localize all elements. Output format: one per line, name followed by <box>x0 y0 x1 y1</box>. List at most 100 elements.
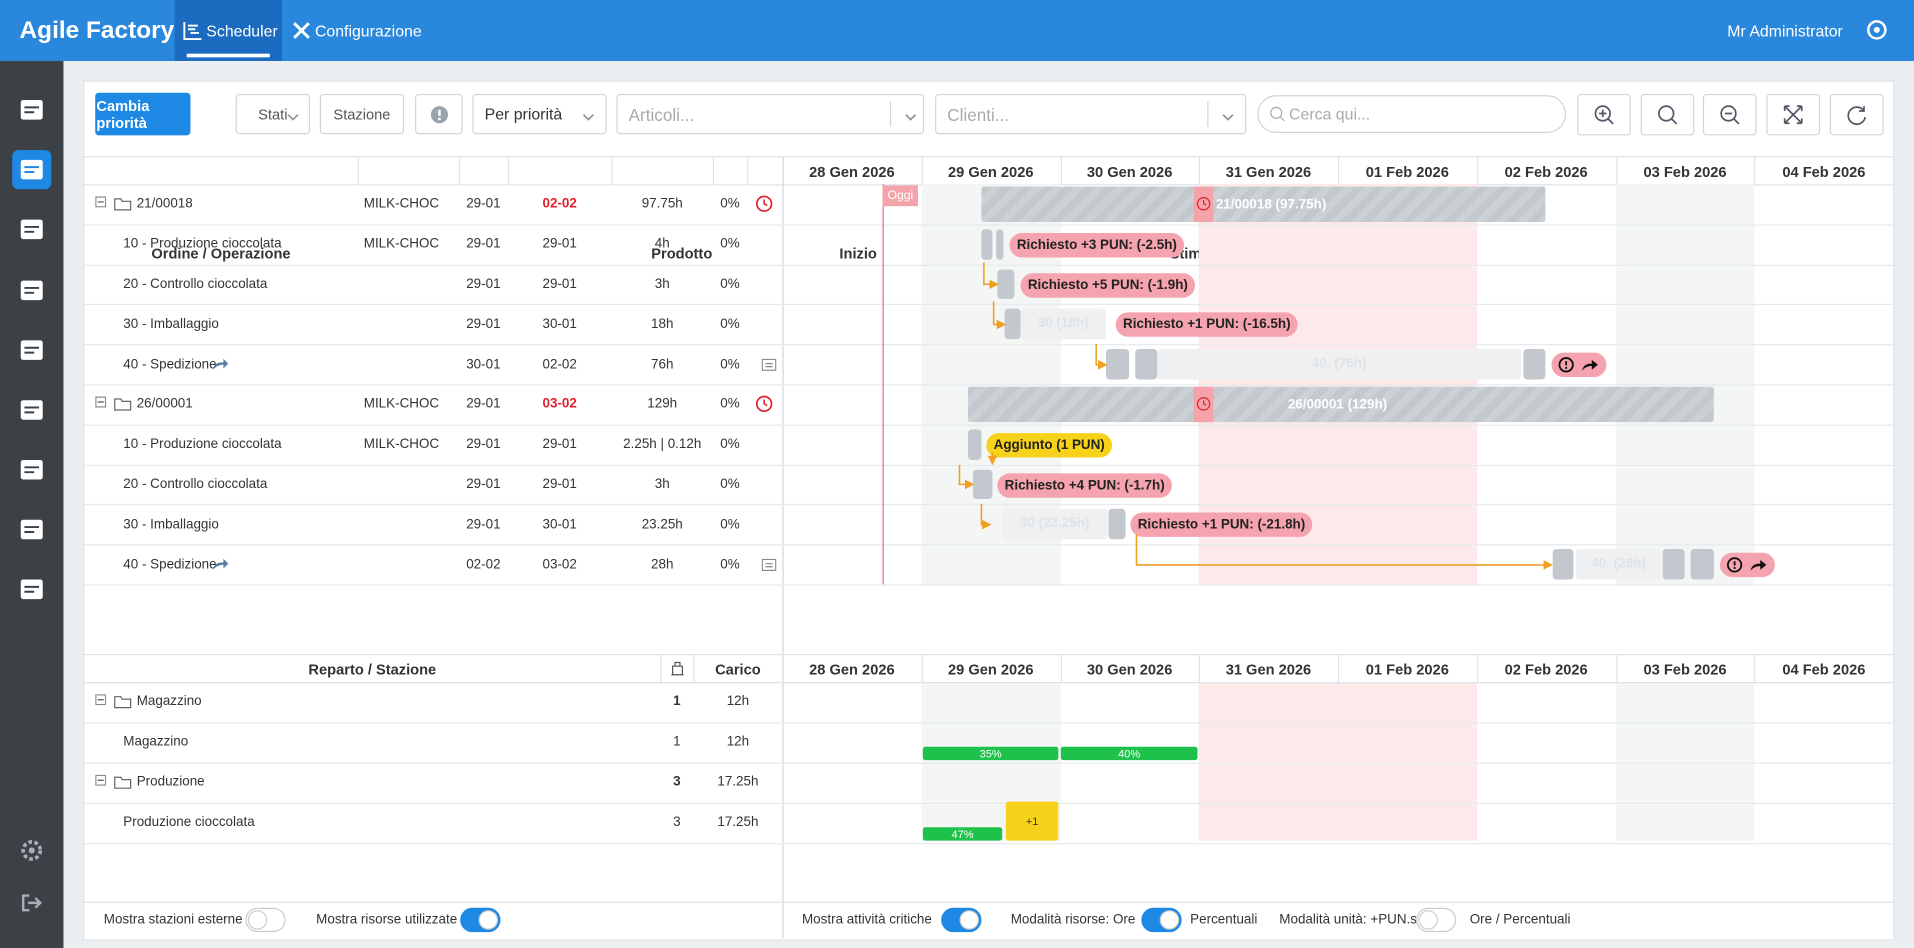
date-divider <box>1754 157 1756 185</box>
column-header-text: Prodotto <box>651 245 713 263</box>
load-bar: 40% <box>1060 746 1198 761</box>
user-icon[interactable] <box>1865 18 1888 41</box>
toggle[interactable] <box>941 907 982 933</box>
column-header: Carico <box>715 661 761 679</box>
callout: Aggiunto (1 PUN) <box>986 432 1113 458</box>
clients-select[interactable]: Clienti... <box>935 93 1247 135</box>
toggle[interactable] <box>1416 907 1457 933</box>
load: 12h <box>726 734 750 750</box>
logout-icon[interactable] <box>21 892 43 914</box>
operation-name[interactable]: 30 - Imballaggio <box>123 316 219 332</box>
nav-item[interactable] <box>12 570 51 609</box>
start-date: 29-01 <box>466 477 501 492</box>
date-divider <box>1476 655 1478 683</box>
nav-item[interactable] <box>12 210 51 249</box>
sidebar <box>0 61 64 948</box>
date-header: 30 Gen 2026 <box>1086 163 1173 181</box>
nav-icon <box>20 159 43 180</box>
estimate: 76h <box>651 356 674 372</box>
critical-pill[interactable] <box>1551 352 1607 378</box>
nav-item[interactable] <box>12 271 51 310</box>
critical-pill[interactable] <box>1719 552 1775 578</box>
settings-icon[interactable] <box>21 839 43 861</box>
column-header-text: Inizio <box>839 245 877 263</box>
states-dropdown[interactable]: Stati <box>235 93 311 135</box>
station-button[interactable]: Stazione <box>319 93 405 135</box>
icon-button[interactable] <box>1577 93 1631 136</box>
progress: 0% <box>720 477 740 492</box>
collapse-icon[interactable] <box>95 694 107 706</box>
nav-item[interactable] <box>12 150 52 190</box>
toggle[interactable] <box>245 907 286 933</box>
row-line <box>84 504 1894 506</box>
articles-select[interactable]: Articoli... <box>616 93 925 135</box>
icon-button[interactable] <box>1766 93 1821 136</box>
station[interactable]: Produzione cioccolata <box>123 815 255 830</box>
progress: 0% <box>720 356 740 372</box>
priority-button[interactable]: Cambia priorità <box>95 92 191 136</box>
chevron <box>905 114 917 121</box>
alert-button[interactable] <box>415 93 463 135</box>
product: MILK-CHOC <box>363 437 440 452</box>
collapse-icon[interactable] <box>95 196 107 208</box>
start-date: 29-01 <box>466 437 501 452</box>
date-header: 04 Feb 2026 <box>1782 163 1866 181</box>
column-header: Reparto / Stazione <box>308 661 437 679</box>
collapse-icon[interactable] <box>95 774 107 786</box>
user-name[interactable]: Mr Administrator <box>1727 21 1843 41</box>
nav-item[interactable] <box>12 510 51 549</box>
start-date: 29-01 <box>466 517 501 532</box>
search-placeholder: Cerca qui... <box>1289 104 1371 124</box>
date-header: 01 Feb 2026 <box>1365 661 1449 679</box>
order-id[interactable]: 21/00018 <box>136 196 193 212</box>
toggle[interactable] <box>460 907 501 933</box>
nav-icon <box>20 459 43 480</box>
toggle-knob <box>1418 910 1438 930</box>
estimate: 18h <box>651 316 674 332</box>
department[interactable]: Produzione <box>136 774 205 790</box>
nav-item[interactable] <box>12 450 51 489</box>
date-header: 31 Gen 2026 <box>1225 163 1312 181</box>
resources: 1 <box>673 694 681 709</box>
product: MILK-CHOC <box>363 236 440 252</box>
operation-name[interactable]: 30 - Imballaggio <box>123 517 219 532</box>
icon-button[interactable] <box>1829 93 1884 136</box>
sort-label: Per priorità <box>484 104 563 124</box>
nav-item[interactable] <box>12 90 51 129</box>
station[interactable]: Magazzino <box>123 734 189 750</box>
toolbar-icon <box>1658 105 1678 125</box>
search-input[interactable]: Cerca qui... <box>1257 95 1567 133</box>
tab-label[interactable]: Scheduler <box>206 21 278 41</box>
critical-icons <box>1558 357 1598 373</box>
calendar-icon <box>761 558 777 571</box>
row-line <box>84 384 1894 386</box>
divider <box>889 101 892 127</box>
operation-name[interactable]: 10 - Produzione cioccolata <box>123 236 282 252</box>
operation-name[interactable]: 20 - Controllo cioccolata <box>123 477 268 492</box>
operation-name[interactable]: 20 - Controllo cioccolata <box>123 276 268 292</box>
toggle[interactable] <box>1141 907 1182 933</box>
nav-item[interactable] <box>12 331 51 370</box>
tab-active[interactable]: Scheduler <box>174 0 282 62</box>
nav-item[interactable] <box>12 390 51 429</box>
icon-button[interactable] <box>1640 93 1695 136</box>
order-id[interactable]: 26/00001 <box>136 397 193 412</box>
column-divider <box>458 157 461 185</box>
estimate: 2.25h | 0.12h <box>623 437 702 452</box>
operation-name[interactable]: 10 - Produzione cioccolata <box>123 437 282 452</box>
dependency <box>1095 344 1108 370</box>
toggle-label: Modalità risorse: Ore <box>1010 912 1136 928</box>
nav-icon <box>20 400 43 420</box>
collapse-icon[interactable] <box>95 397 107 408</box>
icon-button[interactable] <box>1702 93 1757 136</box>
sort-select[interactable]: Per priorità <box>472 93 607 135</box>
tab-label[interactable]: Configurazione <box>314 21 422 41</box>
brand[interactable]: Agile Factory <box>19 17 175 44</box>
department[interactable]: Magazzino <box>136 694 202 709</box>
operation-name[interactable]: 40 - Spedizione <box>123 557 217 572</box>
operation-bar: 40. (28h) <box>1575 549 1662 580</box>
date-divider <box>1199 157 1201 185</box>
operation-name[interactable]: 40 - Spedizione <box>123 356 217 372</box>
resources: 1 <box>673 734 681 750</box>
progress: 0% <box>720 557 740 572</box>
